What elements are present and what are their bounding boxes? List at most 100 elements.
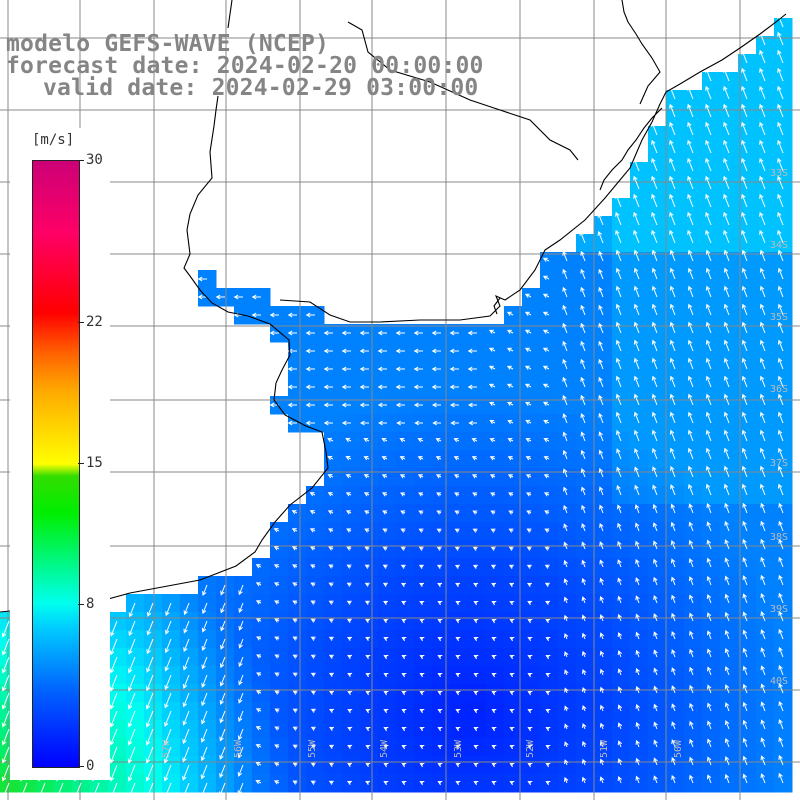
wind-arrow [759, 157, 766, 172]
wind-arrow [564, 687, 569, 694]
wind-arrow [777, 211, 784, 226]
wind-arrow [524, 311, 532, 316]
wind-arrow [651, 393, 658, 406]
wind-cell [270, 684, 289, 703]
wind-cell [468, 414, 487, 433]
wind-cell [414, 450, 433, 469]
wind-arrow [449, 384, 459, 390]
wind-arrow [651, 429, 658, 442]
wind-arrow [327, 437, 334, 443]
wind-arrow [473, 637, 479, 642]
wind-cell [756, 306, 775, 325]
wind-arrow [346, 618, 352, 623]
wind-cell [702, 144, 721, 163]
wind-arrow [269, 330, 279, 336]
wind-arrow [364, 528, 370, 533]
wind-arrow [467, 348, 477, 354]
wind-arrow [615, 375, 622, 388]
wind-cell [720, 396, 739, 415]
wind-cell [270, 612, 289, 631]
wind-arrow [689, 684, 694, 694]
wind-cell [252, 630, 271, 649]
wind-arrow [305, 366, 315, 372]
wind-cell [270, 324, 289, 343]
wind-cell [684, 378, 703, 397]
wind-cell [720, 252, 739, 271]
wind-arrow [724, 593, 730, 604]
wind-arrow [564, 759, 569, 766]
wind-arrow [581, 776, 587, 784]
wind-arrow [436, 528, 442, 533]
wind-arrow [741, 67, 748, 82]
wind-arrow [635, 667, 640, 676]
wind-arrow [273, 564, 280, 569]
wind-arrow [274, 654, 280, 659]
wind-cell [648, 162, 667, 181]
colorbar-legend: [m/s] 30 22 15 8 0 [10, 128, 110, 780]
wind-arrow [145, 710, 154, 728]
wind-arrow [705, 447, 712, 460]
wind-arrow [741, 211, 748, 226]
wind-arrow [724, 702, 730, 712]
wind-arrow [707, 720, 712, 730]
wind-cell [468, 396, 487, 415]
wind-cell [396, 360, 415, 379]
wind-cell [576, 432, 595, 451]
wind-cell [702, 576, 721, 595]
wind-arrow [580, 340, 586, 352]
wind-arrow [220, 584, 226, 596]
wind-arrow [219, 728, 226, 742]
wind-arrow [778, 520, 784, 532]
wind-arrow [401, 637, 407, 642]
wind-arrow [742, 683, 748, 694]
wind-cell [720, 378, 739, 397]
wind-cell [594, 738, 613, 757]
wind-cell [594, 288, 613, 307]
wind-arrow [145, 728, 154, 746]
wind-arrow [742, 773, 748, 784]
wind-cell [594, 630, 613, 649]
wind-cell [702, 612, 721, 631]
wind-arrow [634, 466, 640, 478]
wind-arrow [182, 764, 190, 781]
wind-arrow [347, 654, 353, 660]
wind-arrow [741, 483, 748, 496]
wind-cell [504, 594, 523, 613]
wind-cell [540, 414, 559, 433]
wind-arrow [467, 366, 477, 372]
wind-arrow [255, 618, 262, 623]
wind-cell [720, 234, 739, 253]
wind-cell [666, 432, 685, 451]
wind-arrow [545, 781, 551, 786]
wind-cell [738, 306, 757, 325]
wind-cell [666, 342, 685, 361]
wind-arrow [742, 755, 748, 766]
wind-arrow [687, 267, 694, 280]
wind-cell [540, 720, 559, 739]
wind-cell [324, 576, 343, 595]
wind-cell [720, 288, 739, 307]
wind-arrow [759, 393, 766, 406]
wind-arrow [525, 419, 532, 425]
wind-cell [702, 234, 721, 253]
wind-arrow [617, 775, 622, 784]
wind-cell [666, 252, 685, 271]
wind-arrow [582, 705, 587, 712]
wind-arrow [327, 510, 334, 515]
wind-arrow [382, 546, 388, 551]
wind-cell [270, 540, 289, 559]
wind-arrow [238, 710, 244, 723]
wind-arrow [723, 67, 730, 82]
wind-arrow [653, 757, 658, 766]
wind-cell [702, 252, 721, 271]
wind-arrow [688, 483, 694, 496]
wind-cell [342, 360, 361, 379]
wind-arrow [671, 576, 676, 586]
longitude-label: 57W [161, 739, 172, 758]
wind-cell [630, 306, 649, 325]
wind-arrow [363, 474, 370, 479]
wind-arrow [200, 746, 208, 762]
wind-cell [522, 774, 541, 793]
wind-speed-field [0, 18, 793, 793]
wind-cell [342, 756, 361, 775]
